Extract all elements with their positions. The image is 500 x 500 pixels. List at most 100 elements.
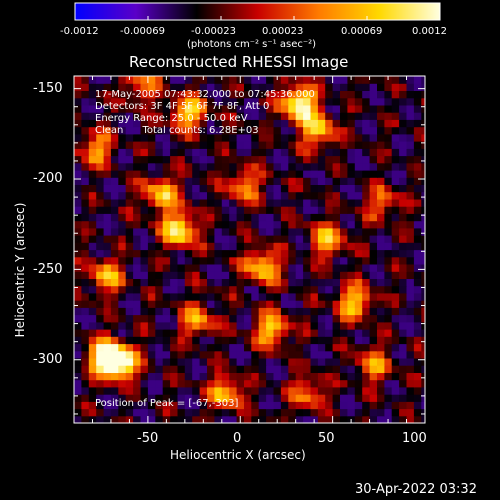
heatmap-cell [340,162,348,171]
heatmap-cell [280,386,289,395]
heatmap-cell [273,97,282,106]
heatmap-cell [258,119,267,128]
heatmap-cell [340,336,348,345]
heatmap-cell [317,256,326,265]
heatmap-cell [74,141,82,149]
heatmap-cell [184,401,193,410]
heatmap-cell [332,271,341,279]
heatmap-cell [317,350,326,359]
heatmap-cell [332,401,341,410]
heatmap-cell [413,278,422,287]
heatmap-cell [377,83,385,91]
heatmap-cell [244,249,252,258]
heatmap-cell [384,235,393,243]
heatmap-cell [133,76,142,84]
heatmap-cell [184,119,193,128]
heatmap-cell [74,256,82,265]
heatmap-cell [214,379,223,388]
heatmap-cell [184,184,193,193]
heatmap-cell [147,235,156,243]
heatmap-cell [258,83,267,91]
heatmap-cell [214,184,223,193]
heatmap-cell [140,155,149,164]
heatmap-cell [155,141,164,149]
heatmap-cell [391,155,400,164]
footer-timestamp: 30-Apr-2022 03:32 [355,482,477,497]
heatmap-cell [125,90,134,99]
heatmap-cell [236,119,245,128]
heatmap-cell [391,285,400,294]
heatmap-cell [362,357,371,366]
heatmap-cell [214,285,223,294]
heatmap-cell [251,90,260,99]
heatmap-cell [244,104,252,113]
heatmap-cell [229,242,238,251]
heatmap-cell [155,206,164,214]
heatmap-cell [354,292,363,301]
heatmap-cell [162,292,171,301]
heatmap-cell [74,97,82,106]
heatmap-cell [133,350,142,359]
heatmap-cell [317,386,326,395]
heatmap-cell [147,97,156,106]
heatmap-cell [147,408,156,417]
heatmap-cell [140,133,149,142]
heatmap-cell [273,256,282,265]
heatmap-cell [377,264,385,272]
heatmap-cell [162,408,171,417]
heatmap-cell [325,126,334,135]
heatmap-cell [74,372,82,381]
heatmap-cell [251,76,260,84]
heatmap-cell [74,343,82,352]
heatmap-cell [236,386,245,395]
heatmap-cell [399,97,408,106]
heatmap-cell [347,314,356,323]
heatmap-cell [192,191,201,200]
heatmap-cell [332,191,341,200]
heatmap-cell [354,97,363,106]
heatmap-cell [147,76,156,84]
heatmap-cell [325,213,334,222]
heatmap-cell [162,119,171,128]
heatmap-cell [377,329,385,337]
heatmap-cell [303,206,312,214]
heatmap-cell [162,220,171,229]
heatmap-cell [118,112,127,120]
heatmap-cell [88,126,97,135]
heatmap-cell [177,357,186,366]
heatmap-cell [162,90,171,99]
heatmap-cell [266,350,275,359]
heatmap-cell [207,170,215,178]
heatmap-cell [214,162,223,171]
heatmap-cell [288,235,297,243]
heatmap-cell [317,408,326,417]
heatmap-cell [118,292,127,301]
heatmap-cell [125,184,134,193]
heatmap-cell [266,249,275,258]
heatmap-cell [103,133,112,142]
heatmap-cell [369,148,378,157]
heatmap-cell [340,394,348,402]
heatmap-cell [199,307,208,316]
heatmap-cell [399,198,408,207]
heatmap-cell [288,112,297,120]
heatmap-cell [251,271,260,279]
heatmap-cell [303,104,312,113]
heatmap-cell [155,350,164,359]
heatmap-cell [332,220,341,229]
heatmap-cell [251,162,260,171]
heatmap-cell [413,249,422,258]
heatmap-cell [184,227,193,236]
heatmap-cell [413,184,422,193]
heatmap-cell [207,415,215,423]
heatmap-cell [125,314,134,323]
heatmap-cell [155,321,164,330]
heatmap-cell [170,408,179,417]
heatmap-cell [199,184,208,193]
heatmap-cell [236,372,245,381]
heatmap-cell [103,104,112,113]
heatmap-cell [74,213,82,222]
heatmap-cell [244,76,252,84]
heatmap-cell [110,343,119,352]
heatmap-cell [118,285,127,294]
